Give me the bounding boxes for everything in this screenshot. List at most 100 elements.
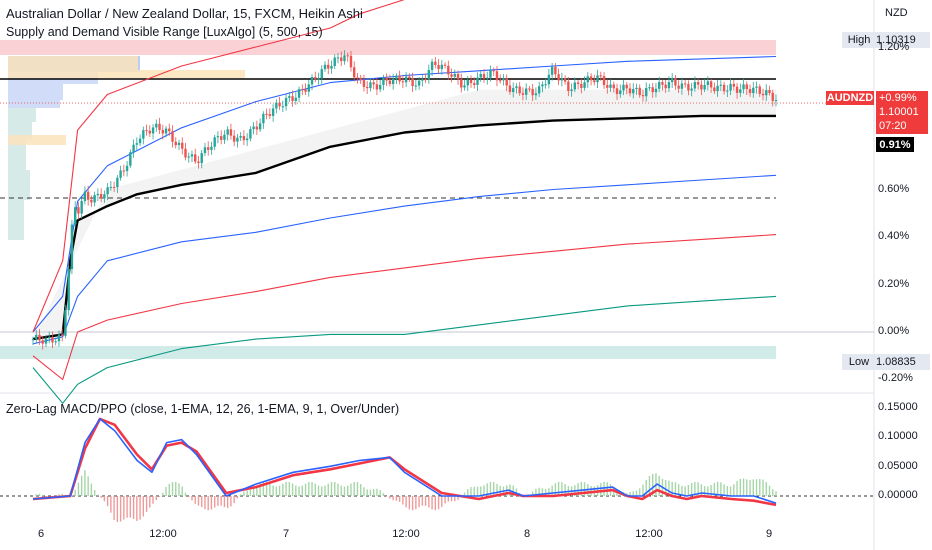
candle-body (580, 83, 583, 88)
candle-body (619, 90, 622, 95)
candle-body (271, 108, 275, 116)
currency-label: NZD (885, 7, 908, 19)
candle-body (687, 84, 690, 91)
candle-body (340, 57, 343, 62)
candle-body (388, 80, 392, 85)
candle-body (51, 337, 54, 343)
candle-body (145, 130, 148, 132)
candle-body (365, 86, 369, 89)
candle-body (207, 147, 210, 150)
candle-body (670, 77, 674, 83)
candle-body (255, 126, 259, 130)
candle-body (38, 334, 41, 341)
candle-body (106, 187, 109, 195)
candle-body (35, 334, 38, 340)
candle-body (466, 79, 469, 86)
candle-body (356, 77, 359, 79)
y-tick-label: 0.40% (878, 230, 910, 242)
candle-body (77, 207, 80, 214)
candle-body (654, 88, 658, 93)
candle-body (304, 89, 307, 92)
candle-body (593, 80, 596, 83)
volume-profile-bar (8, 108, 36, 122)
candle-body (54, 341, 57, 343)
volume-profile-bar (8, 200, 24, 240)
candle-body (544, 84, 547, 86)
candle-body (683, 83, 687, 85)
candle-body (440, 64, 444, 70)
candle-body (460, 79, 463, 88)
candle-body (570, 89, 573, 92)
candle-body (385, 77, 388, 81)
candle-body (716, 85, 719, 92)
bar-countdown: 07:20 (879, 120, 907, 132)
candle-body (119, 170, 122, 178)
candle-body (758, 86, 761, 94)
candle-body (378, 84, 382, 90)
series-lower-band-3 (32, 295, 777, 404)
candle-body (742, 84, 745, 90)
candle-body (301, 89, 304, 91)
candle-body (310, 76, 314, 85)
candle-body (48, 337, 51, 339)
candle-body (722, 84, 726, 92)
candle-body (323, 64, 327, 70)
candle-body (414, 85, 418, 87)
candle-body (424, 79, 427, 81)
candle-body (719, 84, 723, 86)
candle-body (703, 85, 706, 90)
candle-body (664, 84, 667, 89)
candle-body (61, 334, 64, 336)
candle-body (184, 148, 187, 158)
candle-body (421, 79, 424, 81)
y-tick-label: 0.60% (878, 183, 910, 195)
candle-body (281, 106, 285, 108)
x-tick-label: 12:00 (149, 528, 177, 540)
volume-profile-bar (8, 170, 30, 200)
candle-body (216, 136, 220, 138)
candle-body (560, 78, 564, 81)
candle-body (148, 130, 152, 134)
series-macd (32, 418, 777, 504)
demand-zone (0, 346, 776, 359)
candle-body (181, 142, 184, 149)
candle-body (657, 82, 661, 89)
candle-body (609, 84, 612, 88)
candle-body (171, 131, 174, 142)
candle-body (404, 76, 408, 83)
candle-body (709, 81, 713, 88)
candle-body (93, 195, 96, 203)
osc-y-tick-label: 0.15000 (878, 401, 918, 413)
candle-body (333, 57, 336, 67)
candle-body (336, 57, 340, 59)
candle-body (190, 154, 194, 157)
candle-body (41, 340, 44, 344)
candle-body (524, 88, 528, 95)
candle-body (661, 82, 664, 85)
candle-body (245, 138, 249, 141)
candle-body (197, 161, 200, 164)
candle-body (450, 74, 453, 77)
candle-body (129, 152, 132, 166)
candle-body (417, 80, 421, 86)
candle-body (635, 87, 638, 90)
last-price-box: +0.99% 1.10001 07:20 (876, 91, 928, 134)
candle-body (586, 76, 590, 83)
high-price-label: High 1.10319 (842, 32, 930, 48)
candle-body (142, 130, 145, 139)
candle-body (583, 82, 586, 88)
candle-body (346, 55, 349, 57)
x-tick-label: 9 (765, 528, 773, 540)
x-tick-label: 7 (282, 528, 290, 540)
candle-body (726, 90, 729, 92)
price-change: +0.99% (879, 92, 917, 104)
candle-body (395, 75, 398, 79)
candle-body (99, 193, 103, 199)
candle-body (408, 76, 411, 79)
volume-profile-bar (8, 84, 63, 100)
candle-body (615, 88, 619, 95)
candle-body (307, 84, 310, 92)
candle-body (537, 86, 541, 94)
candle-body (135, 143, 139, 145)
